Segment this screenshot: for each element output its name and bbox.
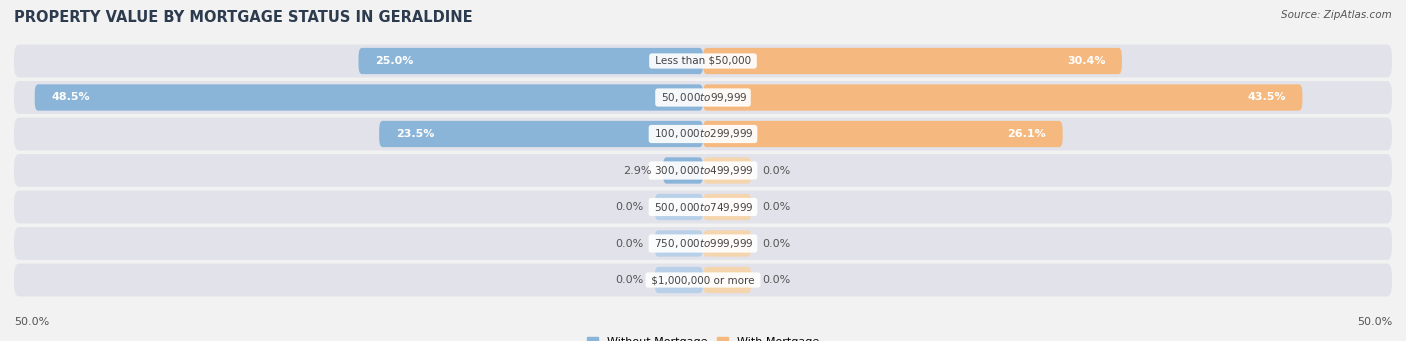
FancyBboxPatch shape bbox=[703, 48, 1122, 74]
FancyBboxPatch shape bbox=[703, 84, 1302, 110]
Text: 2.9%: 2.9% bbox=[623, 165, 652, 176]
Text: $300,000 to $499,999: $300,000 to $499,999 bbox=[651, 164, 755, 177]
FancyBboxPatch shape bbox=[14, 264, 1392, 296]
Text: 30.4%: 30.4% bbox=[1067, 56, 1105, 66]
FancyBboxPatch shape bbox=[380, 121, 703, 147]
Text: 0.0%: 0.0% bbox=[762, 275, 790, 285]
FancyBboxPatch shape bbox=[655, 194, 703, 220]
Text: $500,000 to $749,999: $500,000 to $749,999 bbox=[651, 201, 755, 213]
Text: 25.0%: 25.0% bbox=[375, 56, 413, 66]
Text: 0.0%: 0.0% bbox=[616, 238, 644, 249]
Text: $100,000 to $299,999: $100,000 to $299,999 bbox=[651, 128, 755, 140]
FancyBboxPatch shape bbox=[655, 267, 703, 293]
FancyBboxPatch shape bbox=[664, 157, 703, 184]
Text: 23.5%: 23.5% bbox=[395, 129, 434, 139]
FancyBboxPatch shape bbox=[703, 267, 751, 293]
Text: 0.0%: 0.0% bbox=[616, 275, 644, 285]
FancyBboxPatch shape bbox=[703, 121, 1063, 147]
FancyBboxPatch shape bbox=[35, 84, 703, 110]
Text: $750,000 to $999,999: $750,000 to $999,999 bbox=[651, 237, 755, 250]
FancyBboxPatch shape bbox=[655, 231, 703, 257]
FancyBboxPatch shape bbox=[14, 227, 1392, 260]
FancyBboxPatch shape bbox=[359, 48, 703, 74]
Text: 26.1%: 26.1% bbox=[1007, 129, 1046, 139]
Legend: Without Mortgage, With Mortgage: Without Mortgage, With Mortgage bbox=[582, 332, 824, 341]
Text: $50,000 to $99,999: $50,000 to $99,999 bbox=[658, 91, 748, 104]
FancyBboxPatch shape bbox=[703, 157, 751, 184]
Text: PROPERTY VALUE BY MORTGAGE STATUS IN GERALDINE: PROPERTY VALUE BY MORTGAGE STATUS IN GER… bbox=[14, 10, 472, 25]
FancyBboxPatch shape bbox=[14, 118, 1392, 150]
Text: 0.0%: 0.0% bbox=[762, 165, 790, 176]
FancyBboxPatch shape bbox=[14, 45, 1392, 77]
Text: $1,000,000 or more: $1,000,000 or more bbox=[648, 275, 758, 285]
FancyBboxPatch shape bbox=[14, 81, 1392, 114]
Text: 48.5%: 48.5% bbox=[51, 92, 90, 103]
FancyBboxPatch shape bbox=[14, 191, 1392, 223]
FancyBboxPatch shape bbox=[703, 231, 751, 257]
Text: 50.0%: 50.0% bbox=[1357, 317, 1392, 327]
Text: 50.0%: 50.0% bbox=[14, 317, 49, 327]
Text: 0.0%: 0.0% bbox=[616, 202, 644, 212]
FancyBboxPatch shape bbox=[703, 194, 751, 220]
Text: 43.5%: 43.5% bbox=[1247, 92, 1286, 103]
FancyBboxPatch shape bbox=[14, 154, 1392, 187]
Text: 0.0%: 0.0% bbox=[762, 202, 790, 212]
Text: Source: ZipAtlas.com: Source: ZipAtlas.com bbox=[1281, 10, 1392, 20]
Text: 0.0%: 0.0% bbox=[762, 238, 790, 249]
Text: Less than $50,000: Less than $50,000 bbox=[652, 56, 754, 66]
